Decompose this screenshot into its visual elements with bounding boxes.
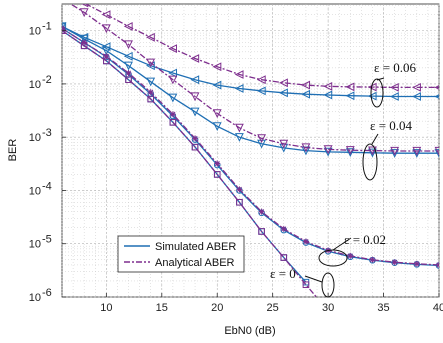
series-marker (414, 261, 420, 267)
series-marker (392, 259, 398, 265)
y-axis-label: BER (7, 139, 19, 162)
x-axis-label: EbN0 (dB) (224, 325, 275, 337)
y-tick-exponent: -4 (42, 180, 52, 192)
legend-label-analytical: Analytical ABER (155, 257, 235, 269)
y-tick-exponent: -3 (42, 127, 52, 139)
series-marker (281, 226, 287, 232)
series-marker (369, 257, 375, 263)
y-tick-label: 10 (29, 26, 41, 38)
y-tick-exponent: -6 (42, 287, 52, 299)
annotation-eps-002: ε = 0.02 (344, 232, 386, 247)
series-marker (148, 89, 154, 95)
y-tick-label: 10 (29, 239, 41, 251)
series-marker (303, 239, 309, 245)
x-tick-label: 20 (211, 302, 223, 314)
y-tick-exponent: -5 (42, 234, 52, 246)
annotation-eps-004: ε = 0.04 (370, 118, 413, 133)
y-tick-label: 10 (29, 292, 41, 304)
series-marker (126, 70, 132, 76)
series-marker (236, 186, 242, 192)
x-tick-label: 15 (156, 302, 168, 314)
legend: Simulated ABER Analytical ABER (118, 236, 244, 272)
series-marker (259, 209, 265, 215)
series-marker (436, 262, 442, 268)
legend-label-simulated: Simulated ABER (155, 241, 236, 253)
y-tick-exponent: -1 (42, 21, 52, 33)
series-marker (170, 111, 176, 117)
x-tick-label: 10 (100, 302, 112, 314)
series-marker (347, 253, 353, 259)
x-tick-label: 40 (433, 302, 443, 314)
annotation-eps-0: ε = 0 (270, 266, 296, 281)
x-tick-label: 25 (267, 302, 279, 314)
y-tick-label: 10 (29, 185, 41, 197)
x-tick-label: 35 (377, 302, 389, 314)
y-tick-label: 10 (29, 132, 41, 144)
y-tick-label: 10 (29, 79, 41, 91)
y-tick-exponent: -2 (42, 74, 52, 86)
annotation-eps-006: ε = 0.06 (374, 60, 417, 75)
x-tick-label: 30 (322, 302, 334, 314)
series-marker (214, 161, 220, 167)
series-marker (192, 135, 198, 141)
